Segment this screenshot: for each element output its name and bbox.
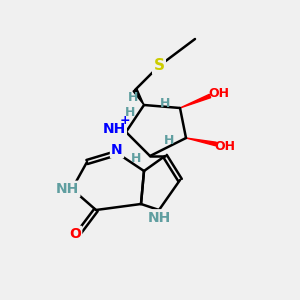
Text: OH: OH xyxy=(208,86,230,100)
Text: NH: NH xyxy=(102,122,126,136)
Text: S: S xyxy=(154,58,164,74)
Polygon shape xyxy=(133,89,144,105)
Text: H: H xyxy=(131,152,142,166)
Polygon shape xyxy=(180,94,211,108)
Text: H: H xyxy=(164,134,175,148)
Text: N: N xyxy=(111,143,123,157)
Text: NH: NH xyxy=(147,211,171,224)
Polygon shape xyxy=(186,138,216,146)
Text: H: H xyxy=(125,106,136,119)
Text: +: + xyxy=(119,113,130,127)
Text: H: H xyxy=(160,97,170,110)
Text: NH: NH xyxy=(56,182,79,196)
Text: OH: OH xyxy=(214,140,236,154)
Text: H: H xyxy=(128,91,139,104)
Text: O: O xyxy=(69,227,81,241)
